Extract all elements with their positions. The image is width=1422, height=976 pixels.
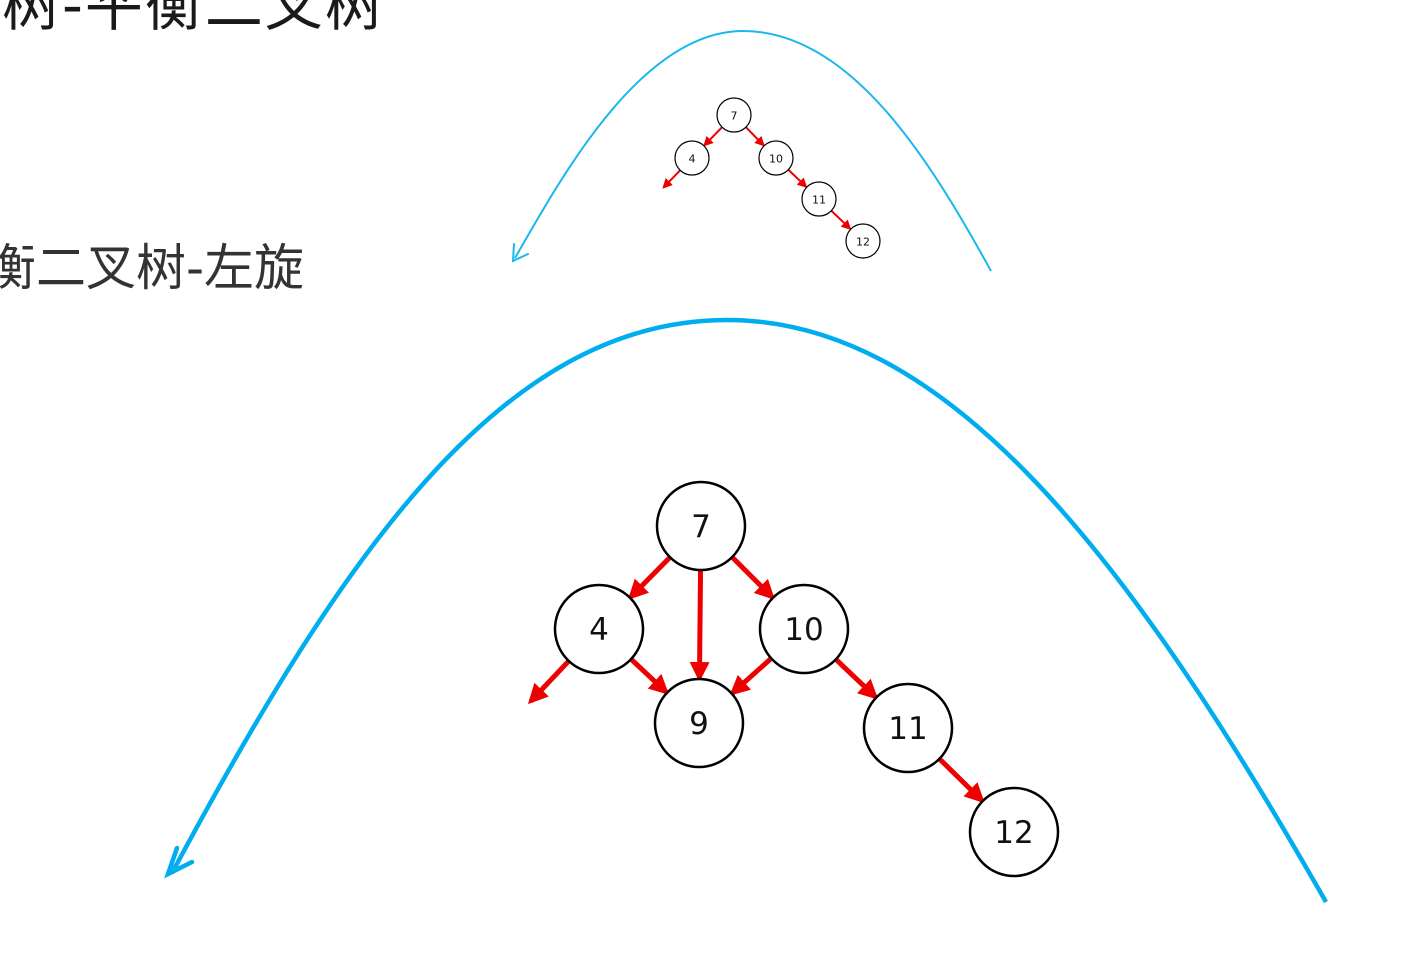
slide-title: 树-平衡二叉树	[2, 0, 385, 39]
node-circle	[553, 583, 645, 675]
slide-subtitle: 衡二叉树-左旋	[0, 239, 305, 297]
tree-node: 10	[758, 583, 850, 675]
node-label: 7	[731, 110, 738, 123]
node-circle	[968, 786, 1060, 878]
tree-node: 4	[674, 140, 710, 176]
edge-11-to-12	[930, 750, 985, 804]
node-circle	[862, 682, 954, 774]
node-label: 12	[994, 815, 1033, 851]
edge-7-to-4	[627, 548, 679, 600]
node-label: 11	[812, 194, 826, 207]
edge-7-to-10	[742, 123, 765, 147]
tree-node: 12	[845, 223, 881, 259]
node-circle	[758, 583, 850, 675]
edge-11-to-12	[827, 207, 852, 230]
title-overlap-fade	[468, 8, 598, 40]
large-rotation-arc	[164, 317, 1328, 904]
node-circle	[845, 223, 881, 259]
node-label: 12	[856, 236, 870, 249]
small-rotation-arc	[511, 29, 992, 272]
tree-node: 11	[801, 181, 837, 217]
edge-7-to-9	[689, 560, 710, 683]
node-label: 7	[691, 509, 711, 545]
tree-node: 7	[655, 480, 747, 572]
node-label: 11	[888, 711, 927, 747]
node-label: 9	[689, 706, 709, 742]
edge-7-to-4	[703, 123, 726, 147]
tree-node: 9	[653, 677, 745, 769]
small-tree-nodes: 7 4 10 11 12	[674, 97, 881, 259]
edge-7-to-10	[723, 548, 776, 601]
tree-node: 12	[968, 786, 1060, 878]
tree-node: 10	[758, 140, 794, 176]
edge-4-to-null	[662, 166, 684, 189]
node-circle	[716, 97, 752, 133]
node-circle	[801, 181, 837, 217]
tree-node: 4	[553, 583, 645, 675]
node-label: 10	[769, 153, 783, 166]
node-circle	[674, 140, 710, 176]
node-label: 10	[784, 612, 823, 648]
tree-node: 7	[716, 97, 752, 133]
node-label: 4	[589, 612, 609, 648]
small-tree-edges	[662, 123, 852, 230]
node-circle	[758, 140, 794, 176]
edge-10-to-11	[784, 166, 808, 188]
node-circle	[655, 480, 747, 572]
node-label: 4	[689, 153, 696, 166]
large-tree-nodes: 7 4 10 9 11 12	[553, 480, 1060, 878]
node-circle	[653, 677, 745, 769]
tree-node: 11	[862, 682, 954, 774]
